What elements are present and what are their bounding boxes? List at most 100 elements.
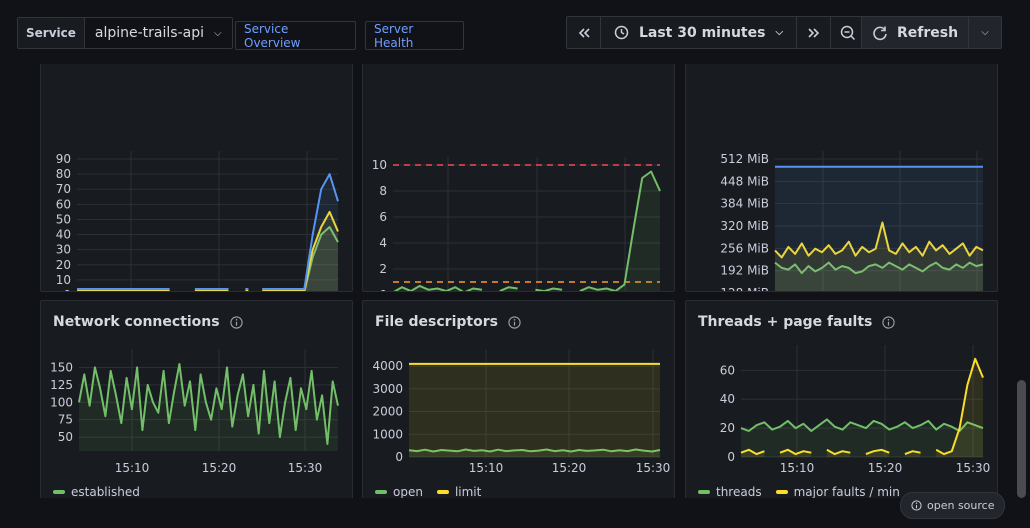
panel-threads-page-faults[interactable]: Threads + page faults 60 40 20 0 15:10 15:20 15… [685, 300, 998, 498]
y-tick-label: 60 [56, 197, 71, 211]
y-tick-label: 512 MiB [720, 152, 769, 166]
page-scrollbar[interactable] [1017, 380, 1026, 498]
panel-title: Threads + page faults [698, 314, 896, 330]
x-tick-label: 15:10 [780, 461, 815, 475]
y-tick-label: 150 [50, 360, 73, 374]
chart-svg: 150 125 100 75 50 15:10 15:20 15:30 [50, 349, 339, 475]
service-overview-link[interactable]: Service Overview [235, 21, 356, 50]
y-tick-label: 128 MiB [720, 286, 769, 292]
series-line [262, 226, 339, 291]
x-tick-label: 15:20 [202, 461, 237, 475]
legend-item[interactable]: major faults / min [775, 485, 900, 498]
x-tick-label: 15:10 [115, 461, 150, 475]
y-tick-label: 2000 [372, 405, 403, 419]
chart-svg: 4000 3000 2000 1000 0 15:10 15:20 15:30 [372, 349, 670, 475]
chart-legend: established [53, 485, 140, 498]
series-line [740, 418, 984, 432]
y-tick-label: 60 [720, 363, 735, 377]
y-tick-label: 70 [56, 182, 71, 196]
open-source-label: open source [927, 499, 995, 512]
service-variable: Service alpine-trails-api ⌵ [17, 17, 233, 49]
y-tick-label: 20 [56, 258, 71, 272]
chart-legend: threads major faults / min [698, 485, 900, 498]
info-icon[interactable] [229, 315, 243, 329]
series-area [262, 211, 338, 291]
server-health-link[interactable]: Server Health [365, 21, 464, 50]
time-picker: Last 30 minutes ⌵ [566, 16, 865, 49]
series-idle [262, 226, 339, 291]
refresh-control: Refresh ⌵ [861, 16, 1003, 49]
series-limit [409, 362, 660, 457]
refresh-interval-dropdown[interactable]: ⌵ [969, 17, 1001, 48]
x-tick-label: 15:10 [469, 461, 504, 475]
legend-label: limit [454, 485, 482, 498]
y-tick-label: 125 [50, 378, 73, 392]
legend-item[interactable]: established [53, 485, 140, 498]
zoom-out-button[interactable] [831, 17, 864, 48]
y-tick-label: 50 [58, 430, 73, 444]
legend-item[interactable]: limit [436, 485, 482, 498]
series-area [775, 166, 983, 291]
y-tick-label: 10 [372, 158, 387, 172]
series-area [741, 449, 765, 457]
panel-title: Network connections [53, 314, 243, 330]
series-line [865, 448, 890, 456]
series-line [535, 287, 563, 291]
y-tick-label: 0 [63, 288, 71, 292]
y-tick-label: 320 MiB [720, 219, 769, 233]
x-tick-label: 15:20 [868, 461, 903, 475]
series-process [774, 261, 984, 291]
time-back-button[interactable] [567, 17, 601, 48]
y-tick-label: 90 [56, 152, 71, 166]
y-tick-label: 0 [727, 450, 735, 464]
y-tick-label: 40 [720, 392, 735, 406]
series-line [262, 210, 339, 291]
series-system [77, 210, 339, 291]
y-tick-label: 0 [379, 288, 387, 292]
series-line [393, 284, 483, 291]
chevrons-right-icon [807, 27, 819, 38]
series-threads [740, 418, 984, 457]
chart-svg: 60 40 20 0 15:10 15:20 15:30 [720, 345, 990, 475]
info-icon [911, 500, 922, 511]
series-area [936, 358, 983, 457]
panel-memory[interactable]: 512 MiB 448 MiB 384 MiB 320 MiB 256 MiB 192 M… [685, 64, 998, 292]
panel-title: File descriptors [375, 314, 521, 330]
time-range-picker[interactable]: Last 30 minutes ⌵ [601, 17, 797, 48]
chevron-down-icon: ⌵ [213, 27, 222, 39]
legend-label: threads [716, 485, 762, 498]
service-select[interactable]: alpine-trails-api ⌵ [84, 18, 232, 48]
y-tick-label: 75 [58, 413, 73, 427]
y-tick-label: 256 MiB [720, 241, 769, 255]
y-tick-label: 100 [50, 395, 73, 409]
info-icon[interactable] [882, 315, 896, 329]
series-line [262, 173, 339, 290]
info-icon[interactable] [508, 315, 521, 329]
panel-file-descriptors[interactable]: File descriptors 4000 3000 2000 1000 0 15:10 15… [362, 300, 675, 498]
series-line [499, 286, 518, 291]
chart-legend: open limit [375, 485, 481, 498]
x-tick-label: 15:30 [288, 461, 323, 475]
chevrons-left-icon [578, 27, 590, 38]
series-container [774, 221, 984, 291]
time-forward-button[interactable] [797, 17, 831, 48]
panel-network-connections[interactable]: Network connections 150 125 100 75 50 15:10 15:… [40, 300, 353, 498]
refresh-button[interactable]: Refresh [862, 17, 970, 48]
series-line [774, 221, 984, 259]
y-tick-label: 448 MiB [720, 174, 769, 188]
series-area [775, 262, 983, 291]
refresh-icon [873, 26, 887, 40]
series-line [740, 448, 765, 456]
series-line [779, 448, 812, 456]
panel-cpu[interactable]: 908070605040302010015:1015:2015:30idlesy… [40, 64, 353, 292]
open-source-badge[interactable]: open source [900, 492, 1006, 519]
y-tick-label: 10 [56, 273, 71, 287]
legend-item[interactable]: threads [698, 485, 762, 498]
chevron-down-icon: ⌵ [775, 27, 784, 38]
series-line [935, 357, 984, 456]
series-area [409, 363, 660, 457]
legend-item[interactable]: open [375, 485, 423, 498]
series-line [774, 261, 984, 275]
